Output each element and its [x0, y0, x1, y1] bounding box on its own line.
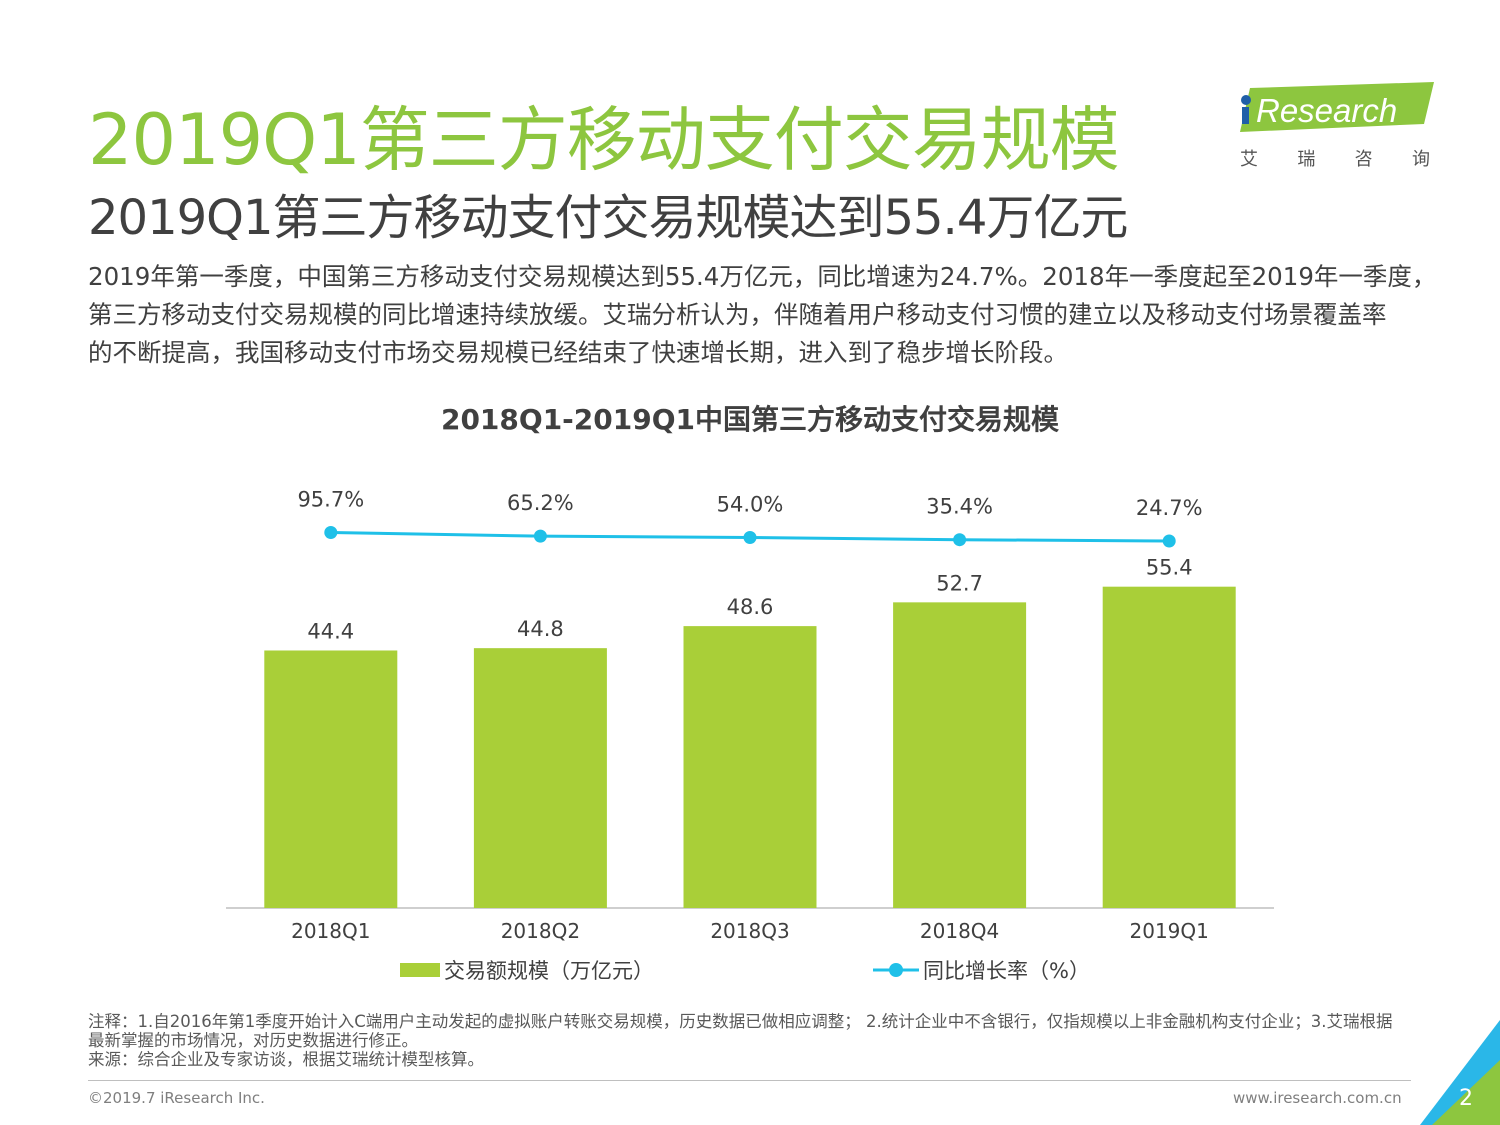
chart-notes: 注释：1.自2016年第1季度开始计入C端用户主动发起的虚拟账户转账交易规模，历… — [88, 1012, 1418, 1069]
combo-chart: 44.4 2018Q1 44.8 2018Q2 48.6 2018Q3 52.7 2018Q4… — [226, 487, 1274, 943]
iresearch-logo-mark: Research — [1240, 82, 1434, 132]
legend-bar-label: 交易额规模（万亿元） — [444, 959, 654, 983]
x-tick-label: 2018Q3 — [710, 919, 789, 943]
summary-line: 的不断提高，我国移动支付市场交易规模已经结束了快速增长期，进入到了稳步增长阶段。 — [88, 338, 1068, 367]
x-tick-label: 2019Q1 — [1130, 919, 1209, 943]
logo-char: 艾 — [1240, 149, 1258, 170]
legend-bar-swatch — [400, 963, 440, 977]
bar-value-label: 44.4 — [307, 619, 354, 643]
note-line: 最新掌握的市场情况，对历史数据进行修正。 — [88, 1031, 418, 1050]
summary-line: 2019年第一季度，中国第三方移动支付交易规模达到55.4万亿元，同比增速为24… — [88, 262, 1437, 291]
legend-line-label: 同比增长率（%） — [923, 959, 1090, 983]
page-number: 2 — [1459, 1086, 1473, 1111]
bar-value-label: 55.4 — [1146, 556, 1193, 580]
summary-line: 第三方移动支付交易规模的同比增速持续放缓。艾瑞分析认为，伴随着用户移动支付习惯的… — [88, 300, 1387, 329]
growth-value-label: 95.7% — [297, 487, 364, 511]
logo-char: 询 — [1411, 149, 1430, 170]
growth-point — [533, 529, 547, 543]
website-link[interactable]: www.iresearch.com.cn — [1233, 1089, 1402, 1107]
x-tick-label: 2018Q2 — [501, 919, 580, 943]
legend-line-swatch — [873, 963, 919, 977]
x-tick-label: 2018Q1 — [291, 919, 370, 943]
bar — [893, 602, 1027, 908]
logo-chinese-name: 艾 瑞 咨 询 — [1240, 145, 1430, 171]
svg-text:Research: Research — [1256, 92, 1397, 129]
growth-point — [953, 533, 967, 547]
note-line: 注释：1.自2016年第1季度开始计入C端用户主动发起的虚拟账户转账交易规模，历… — [88, 1012, 1393, 1031]
copyright-text: ©2019.7 iResearch Inc. — [88, 1089, 265, 1107]
page-title: 2019Q1第三方移动支付交易规模 — [88, 99, 1120, 181]
logo-char: 瑞 — [1297, 149, 1316, 170]
x-tick-label: 2018Q4 — [920, 919, 999, 943]
chart-title: 2018Q1-2019Q1中国第三方移动支付交易规模 — [440, 403, 1060, 436]
bar-value-label: 44.8 — [517, 617, 564, 641]
growth-point — [743, 530, 757, 544]
bar — [1102, 586, 1236, 908]
legend-item-line: 同比增长率（%） — [873, 955, 1090, 985]
growth-value-label: 65.2% — [507, 491, 574, 515]
bar — [473, 648, 607, 908]
growth-value-label: 35.4% — [926, 495, 993, 519]
growth-value-label: 24.7% — [1136, 496, 1203, 520]
summary-paragraph: 2019年第一季度，中国第三方移动支付交易规模达到55.4万亿元，同比增速为24… — [88, 258, 1468, 372]
logo-char: 咨 — [1354, 149, 1373, 170]
corner-decoration — [1420, 1020, 1500, 1125]
bar-value-label: 52.7 — [936, 571, 983, 595]
footer-divider — [88, 1080, 1411, 1081]
bar — [683, 626, 817, 908]
growth-value-label: 54.0% — [717, 492, 784, 516]
bar — [264, 650, 398, 908]
legend-item-bar: 交易额规模（万亿元） — [400, 955, 654, 985]
growth-point — [1162, 534, 1176, 548]
iresearch-logo: Research 艾 瑞 咨 询 — [1236, 80, 1436, 175]
growth-point — [324, 525, 338, 539]
source-line: 来源：综合企业及专家访谈，根据艾瑞统计模型核算。 — [88, 1050, 484, 1069]
page-subtitle: 2019Q1第三方移动支付交易规模达到55.4万亿元 — [88, 190, 1128, 246]
bar-value-label: 48.6 — [727, 595, 774, 619]
